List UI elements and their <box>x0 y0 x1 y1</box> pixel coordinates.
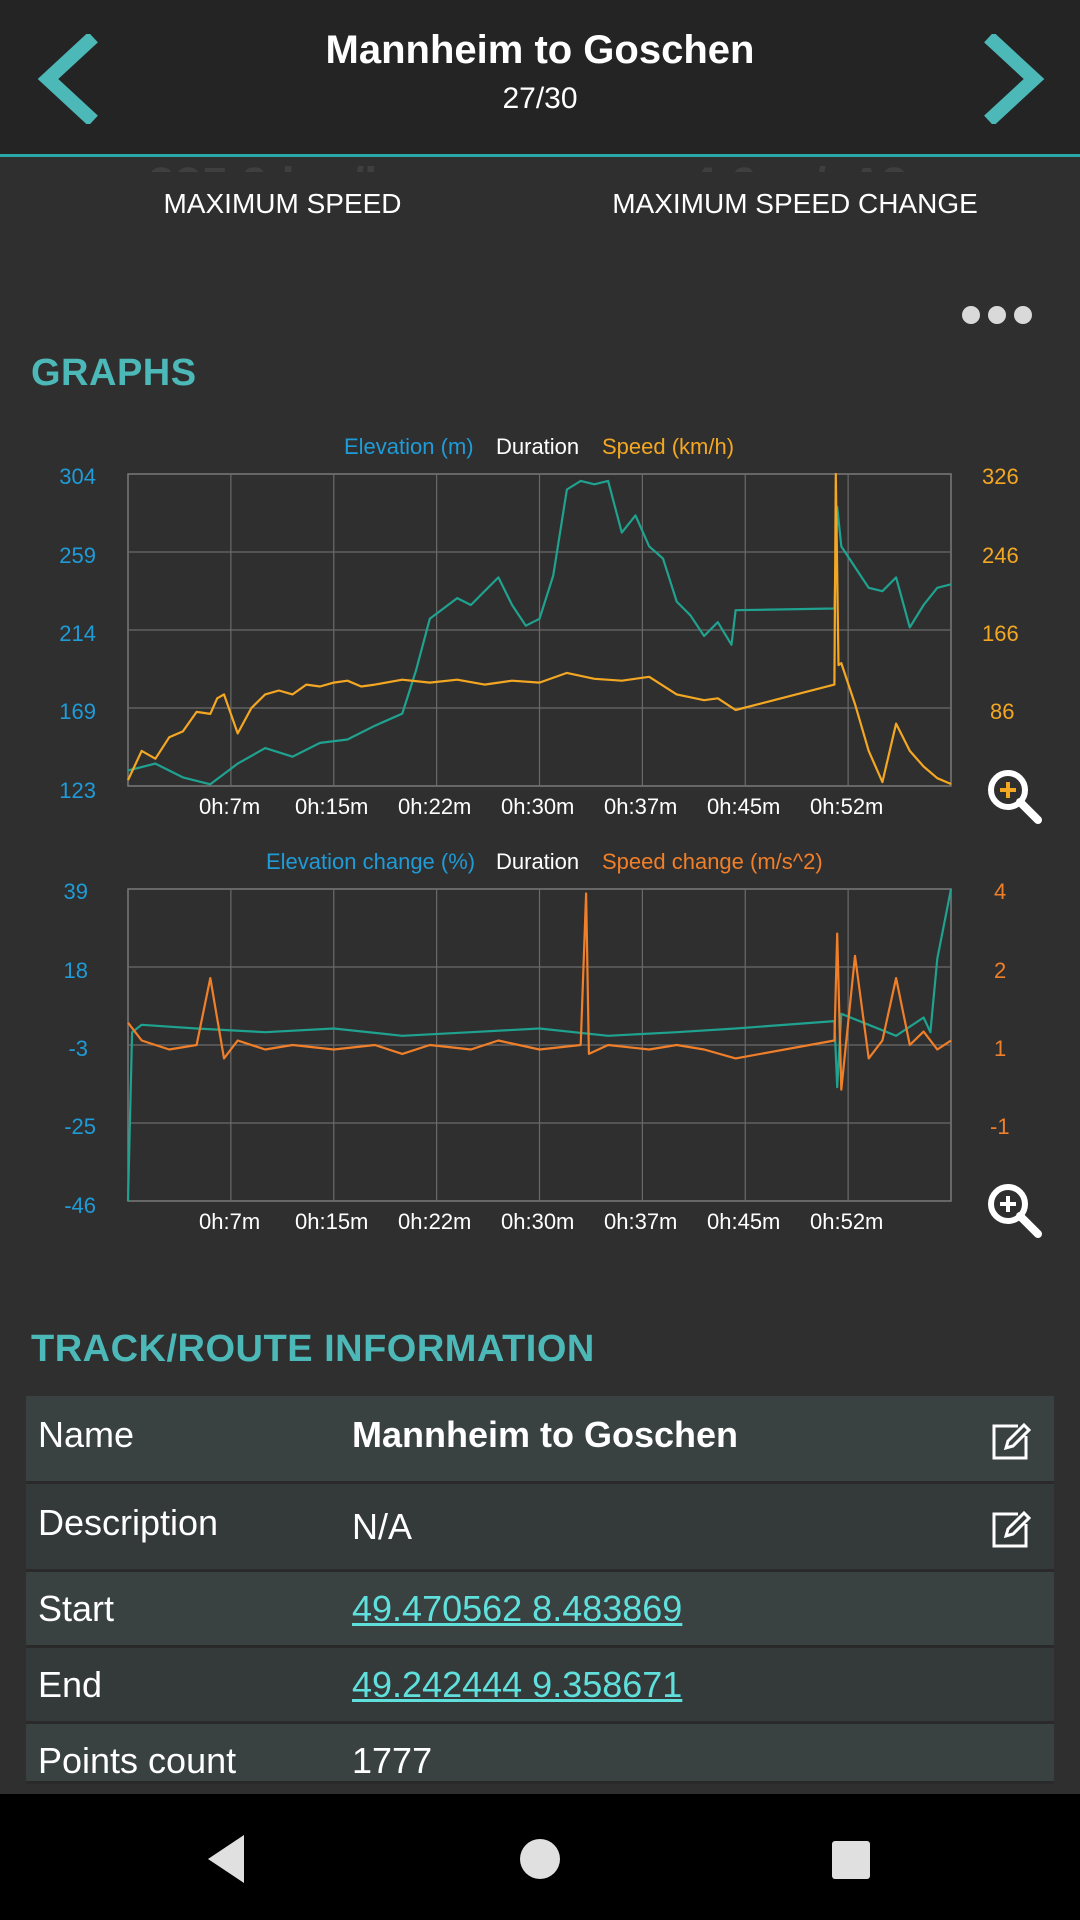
chevron-right-icon[interactable] <box>972 32 1052 126</box>
chart1-right-tick: 246 <box>982 543 1019 568</box>
chart1-left-tick: 123 <box>59 778 96 803</box>
chart2-x-tick: 0h:45m <box>707 1209 781 1234</box>
series-line-speed-change-m-s-2- <box>127 892 952 1091</box>
track-counter: 27/30 <box>502 82 578 115</box>
chart2-right-tick: 4 <box>994 879 1007 904</box>
row-label: End <box>38 1664 103 1705</box>
chart2-left-tick: 18 <box>63 958 88 983</box>
table-row: End 49.242444 9.358671 <box>26 1648 1054 1724</box>
row-label: Description <box>38 1502 219 1543</box>
chart2-x-tick: 0h:30m <box>501 1209 575 1234</box>
chart1-x-tick: 0h:15m <box>295 794 369 819</box>
max-speed-value: 325.9 km/h <box>148 158 393 172</box>
chart2-right-tick: 1 <box>994 1036 1007 1061</box>
points-count-value: 1777 <box>352 1740 433 1781</box>
end-coordinates-link[interactable]: 49.242444 9.358671 <box>352 1664 683 1705</box>
zoom-in-icon[interactable] <box>984 1180 1044 1240</box>
chart1-x-tick: 0h:52m <box>810 794 884 819</box>
chart2-x-tick: 0h:52m <box>810 1209 884 1234</box>
app-header: Mannheim to Goschen 27/30 <box>0 0 1080 157</box>
description-value: N/A <box>352 1506 413 1547</box>
chart2-left-tick: -25 <box>64 1114 96 1139</box>
chevron-left-icon[interactable] <box>30 32 110 126</box>
chart2-x-tick: 0h:7m <box>199 1209 261 1234</box>
chart1-legend-duration: Duration <box>496 434 580 459</box>
chart-2 <box>126 888 953 1202</box>
graphs-title: GRAPHS <box>31 352 197 394</box>
system-nav-bar <box>0 1794 1080 1920</box>
chart1-left-tick: 214 <box>59 621 96 646</box>
chart1-right-tick: 326 <box>982 464 1019 489</box>
more-horizontal-icon[interactable] <box>962 306 1072 336</box>
track-info-table: Name Mannheim to Goschen Description N/A… <box>26 1396 1054 1784</box>
row-label: Name <box>38 1414 135 1455</box>
chart1-x-tick: 0h:45m <box>707 794 781 819</box>
chart2-legend-speed-change: Speed change (m/s^2) <box>602 849 823 874</box>
table-row: Description N/A <box>26 1484 1054 1572</box>
chart2-legend-duration: Duration <box>496 849 580 874</box>
chart1-right-tick: 166 <box>982 621 1019 646</box>
chart-1 <box>127 472 952 787</box>
table-row: Start 49.470562 8.483869 <box>26 1572 1054 1648</box>
chart2-left-tick: -3 <box>68 1036 88 1061</box>
max-speed-label: MAXIMUM SPEED <box>163 188 402 219</box>
chart2-legend-elevation-change: Elevation change (%) <box>266 849 476 874</box>
chart1-x-tick: 0h:22m <box>398 794 472 819</box>
row-label: Start <box>38 1588 115 1629</box>
chart1-legend-elevation: Elevation (m) <box>344 434 474 459</box>
recents-square-icon[interactable] <box>820 1829 880 1889</box>
table-row: Points count 1777 <box>26 1724 1054 1784</box>
max-speed-change-label: MAXIMUM SPEED CHANGE <box>612 188 978 219</box>
graphs-canvas <box>126 472 953 1202</box>
track-info-title: TRACK/ROUTE INFORMATION <box>31 1328 595 1370</box>
chart1-x-tick: 0h:37m <box>604 794 678 819</box>
chart2-left-tick: -46 <box>64 1193 96 1218</box>
edit-icon[interactable] <box>988 1420 1032 1464</box>
chart2-x-tick: 0h:22m <box>398 1209 472 1234</box>
chart1-right-tick: 86 <box>990 699 1015 724</box>
chart2-x-tick: 0h:37m <box>604 1209 678 1234</box>
edit-icon[interactable] <box>988 1508 1032 1552</box>
track-name-value: Mannheim to Goschen <box>352 1414 739 1455</box>
chart1-legend-speed: Speed (km/h) <box>602 434 735 459</box>
chart2-right-tick: 2 <box>994 958 1007 983</box>
chart1-left-tick: 259 <box>59 543 96 568</box>
home-circle-icon[interactable] <box>510 1829 570 1889</box>
chart1-left-tick: 304 <box>59 464 96 489</box>
page-title: Mannheim to Goschen <box>325 28 755 72</box>
series-line-elevation-m- <box>127 479 952 786</box>
chart2-x-tick: 0h:15m <box>295 1209 369 1234</box>
max-speed-change-value: 4.6 m/s^2 <box>690 158 908 172</box>
row-label: Points count <box>38 1740 237 1781</box>
zoom-in-icon[interactable] <box>984 766 1044 826</box>
chart2-right-tick: -1 <box>990 1114 1010 1139</box>
chart1-x-tick: 0h:7m <box>199 794 261 819</box>
chart2-left-tick: 39 <box>63 879 88 904</box>
chart1-x-tick: 0h:30m <box>501 794 575 819</box>
table-row: Name Mannheim to Goschen <box>26 1396 1054 1484</box>
back-triangle-icon[interactable] <box>198 1829 258 1889</box>
start-coordinates-link[interactable]: 49.470562 8.483869 <box>352 1588 683 1629</box>
series-line-speed-km-h- <box>127 472 952 786</box>
chart1-left-tick: 169 <box>59 699 96 724</box>
